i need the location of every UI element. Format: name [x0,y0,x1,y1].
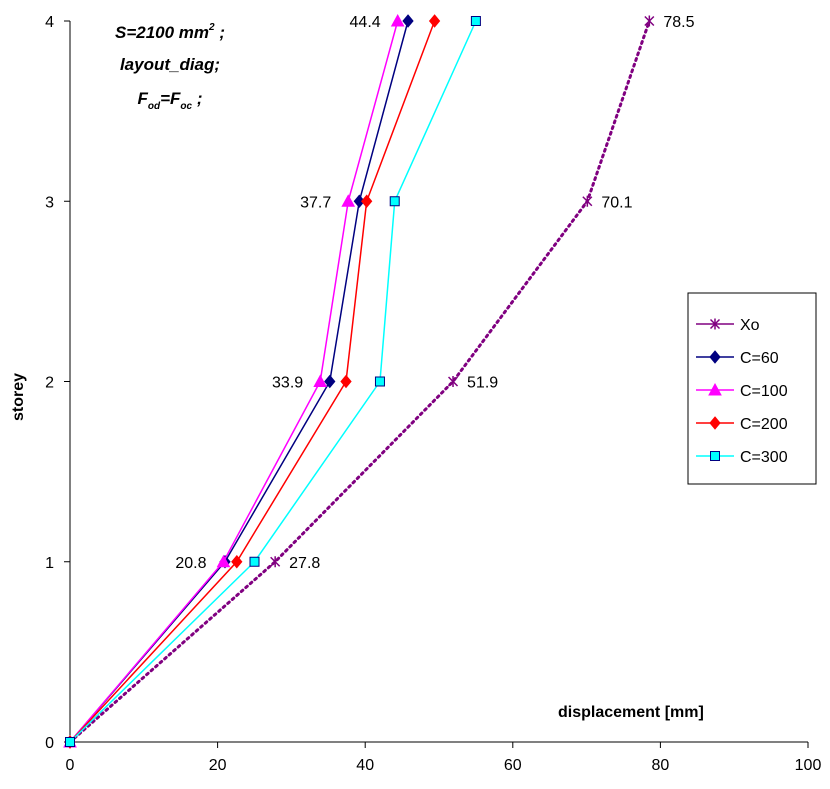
legend-marker [709,318,721,330]
data-point [231,554,243,569]
annotation-force-end: ; [192,89,202,108]
legend-label: C=100 [740,383,788,400]
data-label: 20.8 [175,555,206,572]
legend-marker [709,416,721,430]
legend-label: C=200 [740,416,788,433]
series-line [68,19,651,744]
x-tick-label: 40 [356,757,374,774]
data-label: 44.4 [350,14,381,31]
data-label: 27.8 [289,555,320,572]
y-tick-label: 1 [45,555,54,572]
data-label: 78.5 [663,14,694,31]
data-point [353,194,365,209]
data-point [340,374,352,389]
data-point [270,556,281,568]
data-point [313,374,328,387]
y-tick-label: 2 [45,375,54,392]
annotation-line-3: Fod=Foc ; [138,89,203,112]
legend-marker [709,350,721,364]
data-point [447,376,459,387]
data-label: 70.1 [601,194,632,211]
x-tick-label: 100 [795,757,822,774]
axes: 0 20 40 60 80 100 0 1 2 3 4 [45,14,821,774]
x-ticks: 0 20 40 60 80 100 [66,742,822,774]
legend-label: C=300 [740,449,788,466]
annotation-force-1-subscript: od [148,101,161,112]
data-point [470,16,481,26]
legend-marker [710,451,720,461]
annotation-area: S=2100 mm [115,23,209,42]
data-point [390,13,405,27]
series-c-100 [63,13,405,748]
data-point [428,14,441,28]
legend-box [687,292,817,485]
series-layer [63,13,655,749]
legend-marker [708,382,722,396]
annotation-force-2-subscript: oc [180,101,192,112]
series-xo [64,15,655,748]
parameter-annotation: S=2100 mm2 ; layout_diag; Fod=Foc ; [115,22,225,112]
y-axis-title: storey [10,373,27,421]
annotation-force-eq: =F [160,89,181,108]
x-tick-label: 20 [209,757,227,774]
annotation-area-exponent: 2 [208,22,215,33]
data-point [249,556,260,567]
legend-label: C=60 [740,350,779,367]
series-line [69,20,409,743]
legend-items: Xo C=60 C=100 C=200 C=300 [696,317,788,466]
data-point [324,374,336,389]
data-point [65,737,75,747]
data-point [402,14,414,28]
legend-item: C=60 [696,350,779,367]
annotation-force-1: F [138,89,149,108]
legend-label: Xo [740,317,760,334]
data-label: 37.7 [300,194,331,211]
y-tick-label: 4 [45,14,54,31]
legend: Xo C=60 C=100 C=200 C=300 [687,292,817,485]
x-axis-title: displacement [mm] [558,704,704,721]
data-point [216,554,231,568]
data-point [341,194,356,207]
data-labels: 78.5 44.4 70.1 37.7 51.9 33.9 27.8 20.8 [175,14,694,572]
annotation-line-1: S=2100 mm2 ; [115,22,225,42]
legend-item: C=200 [696,416,788,433]
y-ticks: 0 1 2 3 4 [45,14,70,752]
legend-item: Xo [696,317,760,334]
x-tick-label: 60 [504,757,522,774]
data-point [389,196,400,207]
data-point [361,194,373,209]
data-label: 33.9 [272,375,303,392]
series-c-300 [65,16,481,747]
legend-item: C=100 [696,382,788,400]
data-label: 51.9 [467,375,498,392]
annotation-area-end: ; [215,23,225,42]
y-tick-label: 0 [45,735,54,752]
legend-item: C=300 [696,449,788,466]
data-point [374,376,385,387]
annotation-line-2: layout_diag; [120,55,220,74]
data-point [582,195,593,207]
x-tick-label: 0 [66,757,75,774]
y-tick-label: 3 [45,194,54,211]
x-tick-label: 80 [652,757,670,774]
series-c-60 [64,14,414,749]
data-point [644,15,655,27]
